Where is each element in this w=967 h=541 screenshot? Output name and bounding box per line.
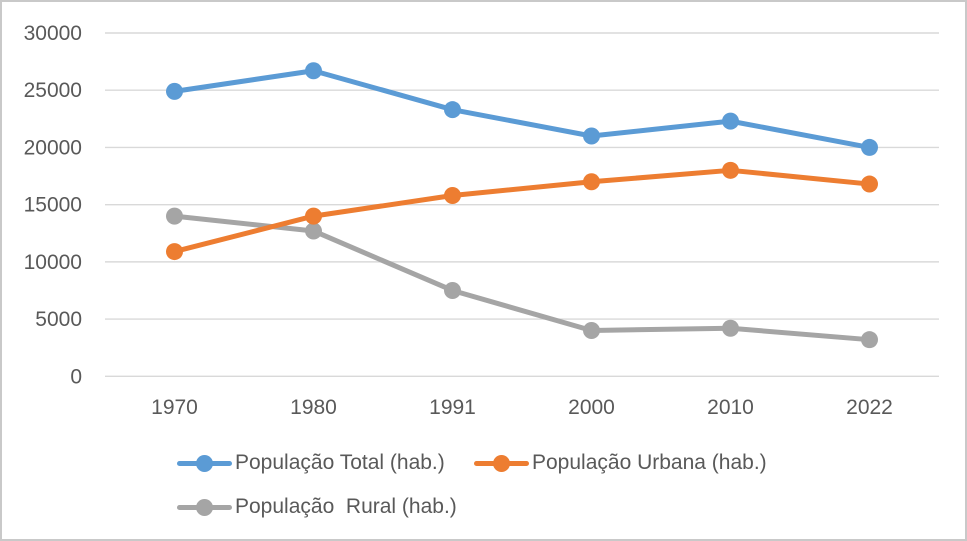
- y-axis-tick-label: 10000: [24, 251, 82, 274]
- x-axis-tick-label: 1980: [290, 396, 337, 419]
- series-line-rural: [172, 213, 872, 343]
- data-point-marker-urbana-2000: [583, 173, 600, 191]
- y-axis-tick-label: 15000: [24, 194, 82, 217]
- x-axis-tick-label: 1970: [151, 396, 198, 419]
- data-point-marker-total-1970: [166, 82, 183, 100]
- data-point-marker-rural-2010: [722, 319, 739, 337]
- y-axis-tick-label: 25000: [24, 79, 82, 102]
- series-line-urbana: [172, 167, 872, 255]
- x-axis-tick-label: 2022: [846, 396, 893, 419]
- data-point-marker-rural-1980: [305, 222, 322, 240]
- data-point-marker-rural-1970: [166, 207, 183, 225]
- data-point-marker-total-1991: [444, 101, 461, 119]
- data-point-marker-urbana-2010: [722, 161, 739, 179]
- data-point-marker-total-2022: [861, 138, 878, 156]
- data-point-marker-total-2010: [722, 112, 739, 130]
- data-point-marker-total-2000: [583, 127, 600, 145]
- y-axis-tick-label: 0: [70, 365, 82, 388]
- y-axis-tick-label: 20000: [24, 136, 82, 159]
- series-line-total: [172, 68, 872, 150]
- data-point-marker-rural-2022: [861, 331, 878, 349]
- y-axis-tick-label: 5000: [35, 308, 82, 331]
- x-axis-tick-label: 1991: [429, 396, 476, 419]
- data-point-marker-urbana-1970: [166, 243, 183, 261]
- data-point-marker-urbana-2022: [861, 175, 878, 193]
- data-point-marker-rural-2000: [583, 322, 600, 340]
- data-point-marker-urbana-1980: [305, 207, 322, 225]
- data-point-marker-urbana-1991: [444, 186, 461, 204]
- data-point-marker-rural-1991: [444, 281, 461, 299]
- x-axis-tick-label: 2000: [568, 396, 615, 419]
- x-axis-tick-label: 2010: [707, 396, 754, 419]
- data-point-marker-total-1980: [305, 62, 322, 80]
- y-axis-tick-label: 30000: [24, 22, 82, 45]
